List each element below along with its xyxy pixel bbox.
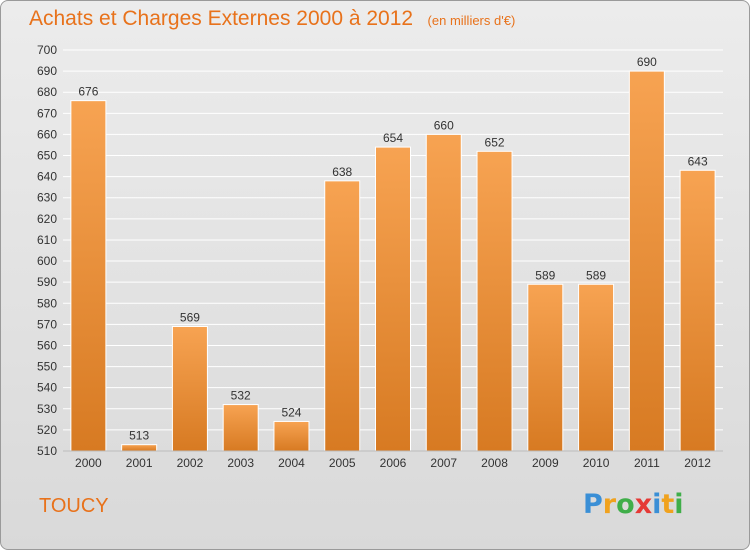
bar — [476, 150, 513, 452]
x-tick-label: 2003 — [227, 456, 254, 470]
y-tick-label: 550 — [37, 360, 57, 374]
y-tick-label: 610 — [37, 233, 57, 247]
y-tick-label: 510 — [37, 444, 57, 458]
title-main: Achats et Charges Externes 2000 à 2012 — [29, 7, 414, 30]
y-tick-label: 660 — [37, 127, 57, 141]
data-label: 638 — [332, 165, 352, 179]
x-tick-label: 2008 — [481, 456, 508, 470]
data-label: 513 — [129, 429, 149, 443]
logo-letter: t — [661, 489, 675, 520]
y-tick-label: 570 — [37, 317, 57, 331]
y-tick-label: 540 — [37, 381, 57, 395]
y-tick-label: 640 — [37, 170, 57, 184]
bar — [273, 420, 310, 452]
bar — [121, 444, 158, 452]
logo-letter: i — [674, 489, 684, 520]
x-tick-label: 2002 — [177, 456, 204, 470]
data-label: 569 — [180, 310, 200, 324]
y-tick-label: 520 — [37, 423, 57, 437]
bar — [70, 100, 107, 452]
logo-letter: x — [634, 489, 653, 520]
x-tick-label: 2012 — [684, 456, 711, 470]
data-label: 652 — [485, 135, 505, 149]
bar — [628, 70, 665, 452]
logo-letter: P — [583, 489, 603, 520]
x-tick-label: 2009 — [532, 456, 559, 470]
x-tick-label: 2006 — [380, 456, 407, 470]
x-tick-label: 2000 — [75, 456, 102, 470]
y-tick-label: 560 — [37, 338, 57, 352]
y-tick-label: 590 — [37, 275, 57, 289]
y-tick-label: 580 — [37, 296, 57, 310]
data-label: 654 — [383, 131, 403, 145]
bar — [375, 146, 411, 452]
bar — [324, 180, 361, 452]
data-label: 676 — [78, 85, 98, 99]
y-tick-label: 680 — [37, 85, 57, 99]
data-label: 690 — [637, 55, 657, 69]
x-tick-label: 2010 — [583, 456, 610, 470]
title-unit: (en milliers d'€) — [427, 13, 516, 28]
bar — [527, 283, 564, 452]
y-tick-label: 600 — [37, 254, 57, 268]
y-tick-label: 530 — [37, 402, 57, 416]
data-label: 532 — [231, 389, 251, 403]
y-tick-label: 670 — [37, 106, 57, 120]
bar — [222, 404, 259, 452]
data-label: 589 — [535, 268, 555, 282]
y-tick-label: 630 — [37, 191, 57, 205]
x-tick-label: 2004 — [278, 456, 305, 470]
logo-letter: o — [616, 489, 635, 520]
x-tick-label: 2001 — [126, 456, 153, 470]
chart-title: Achats et Charges Externes 2000 à 2012 (… — [29, 7, 515, 31]
data-label: 643 — [688, 154, 708, 168]
x-tick-label: 2007 — [430, 456, 457, 470]
y-tick-label: 650 — [37, 149, 57, 163]
proxiti-logo: Proxiti — [583, 489, 684, 520]
bar — [425, 133, 462, 452]
logo-letter: r — [602, 489, 617, 520]
logo-letter: i — [652, 489, 662, 520]
location-label: TOUCY — [39, 495, 109, 517]
data-label: 589 — [586, 268, 606, 282]
data-label: 660 — [434, 118, 454, 132]
y-tick-label: 690 — [37, 64, 57, 78]
y-tick-label: 700 — [37, 43, 57, 57]
bar — [171, 325, 208, 452]
bar — [578, 283, 615, 452]
bar — [679, 169, 716, 452]
data-label: 524 — [281, 405, 301, 419]
x-tick-label: 2005 — [329, 456, 356, 470]
x-tick-label: 2011 — [634, 456, 660, 470]
y-tick-label: 620 — [37, 212, 57, 226]
